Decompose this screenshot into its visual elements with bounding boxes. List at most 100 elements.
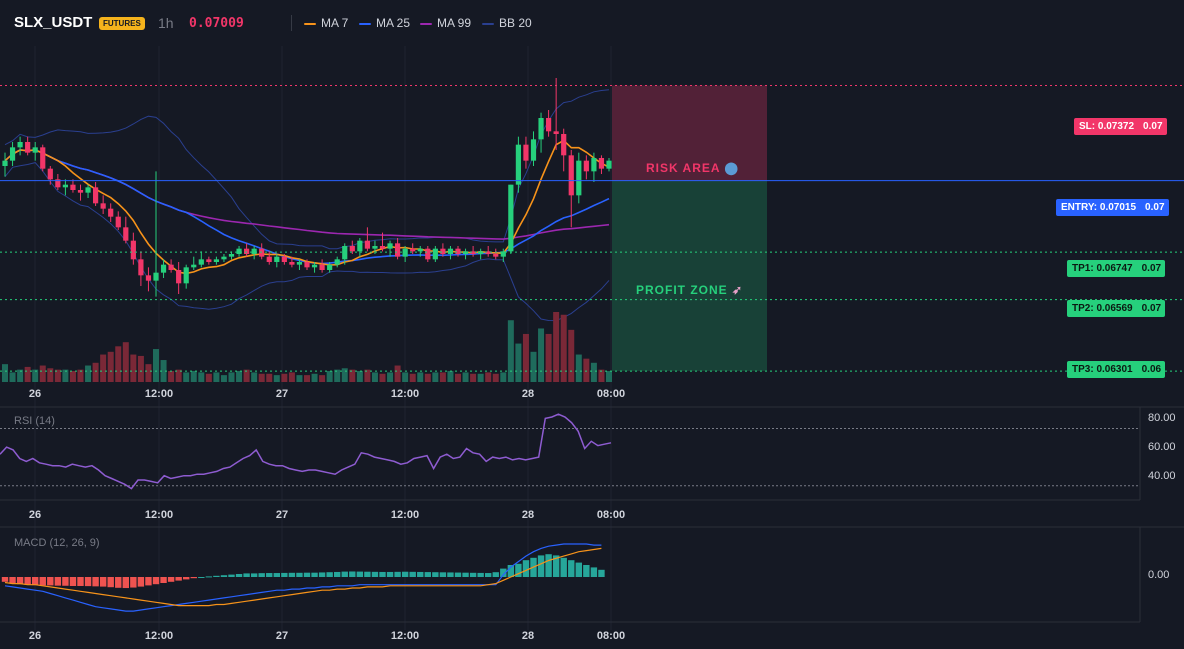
- volume-bar: [379, 373, 386, 382]
- volume-bar: [85, 365, 92, 382]
- volume-bar: [583, 358, 590, 382]
- volume-bar: [470, 373, 477, 382]
- volume-bar: [2, 364, 8, 382]
- candle-body: [266, 256, 272, 262]
- macd-title[interactable]: MACD (12, 26, 9): [14, 537, 100, 549]
- macd-histogram-bar: [469, 572, 477, 577]
- time-label: 26: [28, 388, 42, 400]
- legend-ma7[interactable]: MA 7: [304, 16, 348, 30]
- volume-bar: [243, 369, 250, 382]
- candle-body: [145, 275, 152, 281]
- macd-histogram-bar: [24, 577, 31, 585]
- candle-body: [311, 264, 318, 268]
- candle-body: [2, 160, 8, 166]
- volume-bar: [606, 371, 612, 382]
- time-label: 27: [275, 630, 289, 642]
- macd-histogram-bar: [62, 577, 69, 586]
- candle-body: [553, 131, 559, 134]
- volume-bar: [575, 354, 582, 382]
- candle-body: [319, 264, 325, 270]
- volume-bar: [304, 375, 310, 382]
- macd-histogram-bar: [235, 574, 243, 577]
- volume-bar: [205, 373, 212, 382]
- candle-body: [410, 248, 416, 252]
- time-label: 08:00: [596, 388, 626, 400]
- macd-histogram-bar: [175, 577, 182, 581]
- macd-histogram-bar: [447, 572, 454, 577]
- time-label: 12:00: [390, 509, 420, 521]
- macd-histogram-bar: [258, 573, 265, 577]
- time-label: 28: [521, 509, 535, 521]
- macd-histogram-bar: [334, 571, 341, 577]
- volume-bar: [545, 333, 552, 382]
- volume-bar: [115, 346, 122, 382]
- candle-body: [304, 262, 310, 268]
- candle-body: [93, 187, 99, 204]
- volume-bar: [349, 369, 356, 382]
- last-price: 0.07009: [189, 16, 244, 31]
- volume-bar: [356, 371, 363, 382]
- candle-body: [478, 251, 484, 254]
- macd-histogram-bar: [190, 577, 197, 579]
- symbol-title[interactable]: SLX_USDT: [14, 14, 93, 31]
- candle-body: [221, 256, 227, 260]
- volume-bar: [32, 369, 39, 382]
- volume-bar: [409, 373, 416, 382]
- rsi-pane[interactable]: [0, 413, 1140, 490]
- time-label: 28: [521, 388, 535, 400]
- candle-body: [327, 264, 333, 270]
- legend-ma25[interactable]: MA 25: [359, 16, 410, 30]
- volume-bar: [334, 369, 341, 382]
- legend-ma99[interactable]: MA 99: [420, 16, 471, 30]
- volume-bar: [296, 375, 303, 382]
- macd-histogram-bar: [326, 572, 333, 577]
- volume-bar: [326, 371, 333, 382]
- candle-body: [364, 240, 370, 249]
- volume-bar: [160, 360, 167, 382]
- volume-bar: [47, 368, 54, 382]
- price-pane[interactable]: [2, 78, 612, 382]
- time-label: 12:00: [144, 509, 174, 521]
- macd-histogram-bar: [198, 577, 205, 578]
- volume-bar: [462, 372, 469, 382]
- candle-body: [138, 259, 144, 276]
- candle-body: [606, 160, 612, 169]
- macd-histogram-bar: [492, 572, 499, 577]
- sl-tag: SL: 0.07372 0.07: [1074, 118, 1167, 135]
- macd-histogram-bar: [560, 557, 567, 577]
- macd-histogram-bar: [537, 555, 545, 577]
- volume-bar: [228, 372, 235, 382]
- candle-body: [244, 248, 250, 254]
- time-label: 27: [275, 388, 289, 400]
- volume-bar: [130, 354, 137, 382]
- candle-body: [515, 144, 521, 185]
- macd-histogram-bar: [250, 573, 258, 577]
- macd-pane[interactable]: [1, 543, 605, 612]
- macd-histogram-bar: [439, 572, 447, 577]
- macd-histogram-bar: [84, 577, 92, 587]
- candle-body: [251, 248, 257, 254]
- volume-bar: [288, 372, 295, 382]
- legend-bb20[interactable]: BB 20: [482, 16, 532, 30]
- macd-histogram-bar: [16, 577, 24, 585]
- volume-bar: [402, 372, 409, 382]
- bb-lower-line: [4, 162, 610, 322]
- macd-histogram-bar: [69, 577, 77, 586]
- volume-bar: [553, 312, 560, 382]
- volume-bar: [17, 369, 24, 382]
- candle-body: [462, 251, 469, 254]
- candle-body: [55, 179, 61, 188]
- rsi-scale-60: 60.00: [1148, 441, 1176, 453]
- interval-selector[interactable]: 1h: [158, 15, 174, 31]
- rsi-title[interactable]: RSI (14): [14, 415, 55, 427]
- candle-body: [130, 240, 136, 260]
- volume-bar: [439, 372, 446, 382]
- trade-zones: [0, 84, 1184, 372]
- volume-bar: [24, 366, 31, 382]
- candle-body: [470, 251, 476, 254]
- volume-bar: [598, 369, 605, 382]
- candle-body: [77, 190, 84, 193]
- candle-body: [546, 118, 552, 132]
- macd-histogram-bar: [160, 577, 167, 583]
